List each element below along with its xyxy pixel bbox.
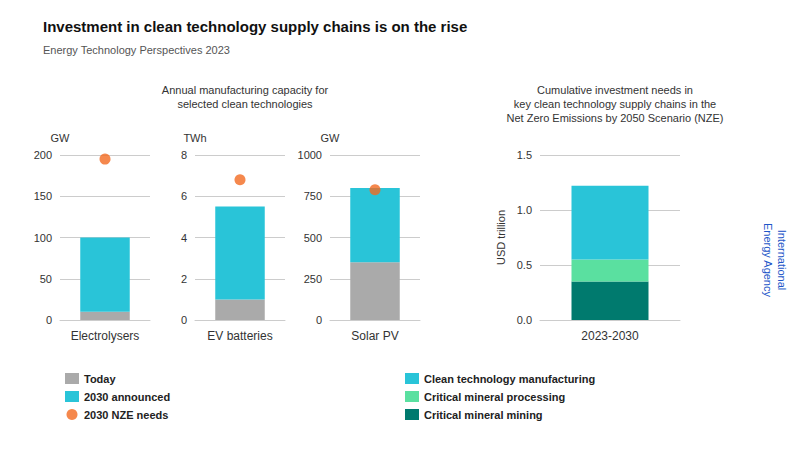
svg-text:International: International — [776, 230, 788, 291]
svg-text:2: 2 — [181, 273, 187, 285]
svg-text:1.5: 1.5 — [517, 149, 532, 161]
svg-text:Electrolysers: Electrolysers — [71, 329, 140, 343]
svg-text:250: 250 — [304, 273, 322, 285]
svg-text:GW: GW — [51, 132, 71, 144]
svg-text:1000: 1000 — [298, 149, 322, 161]
svg-text:0.0: 0.0 — [517, 314, 532, 326]
svg-text:6: 6 — [181, 190, 187, 202]
svg-text:0: 0 — [46, 314, 52, 326]
svg-text:0: 0 — [181, 314, 187, 326]
svg-text:4: 4 — [181, 232, 187, 244]
svg-text:8: 8 — [181, 149, 187, 161]
svg-text:TWh: TWh — [183, 132, 206, 144]
svg-text:Investment in clean technology: Investment in clean technology supply ch… — [43, 18, 467, 35]
svg-text:2023-2030: 2023-2030 — [581, 329, 639, 343]
svg-text:500: 500 — [304, 232, 322, 244]
svg-text:Annual manufacturing capacity: Annual manufacturing capacity for — [162, 84, 329, 96]
svg-text:100: 100 — [34, 232, 52, 244]
svg-text:1.0: 1.0 — [517, 204, 532, 216]
svg-text:key clean technology supply ch: key clean technology supply chains in th… — [514, 98, 716, 110]
svg-text:200: 200 — [34, 149, 52, 161]
svg-text:Cumulative investment needs in: Cumulative investment needs in — [537, 84, 693, 96]
svg-text:GW: GW — [321, 132, 341, 144]
svg-text:Net Zero Emissions by 2050 Sce: Net Zero Emissions by 2050 Scenario (NZE… — [506, 112, 723, 124]
svg-text:Critical mineral mining: Critical mineral mining — [424, 409, 543, 421]
svg-text:Critical mineral processing: Critical mineral processing — [424, 391, 565, 403]
svg-text:750: 750 — [304, 190, 322, 202]
svg-text:2030 NZE needs: 2030 NZE needs — [84, 409, 168, 421]
svg-text:0: 0 — [316, 314, 322, 326]
svg-text:50: 50 — [40, 273, 52, 285]
svg-text:Energy Agency: Energy Agency — [762, 223, 774, 297]
svg-text:Solar PV: Solar PV — [351, 329, 398, 343]
svg-text:0.5: 0.5 — [517, 259, 532, 271]
svg-text:Today: Today — [84, 373, 116, 385]
svg-text:EV batteries: EV batteries — [207, 329, 272, 343]
svg-text:USD trillion: USD trillion — [495, 210, 507, 265]
svg-text:selected clean technologies: selected clean technologies — [177, 98, 313, 110]
svg-text:2030 announced: 2030 announced — [84, 391, 170, 403]
svg-text:Clean technology manufacturing: Clean technology manufacturing — [424, 373, 595, 385]
svg-text:150: 150 — [34, 190, 52, 202]
svg-text:Energy Technology Perspectives: Energy Technology Perspectives 2023 — [43, 44, 230, 56]
